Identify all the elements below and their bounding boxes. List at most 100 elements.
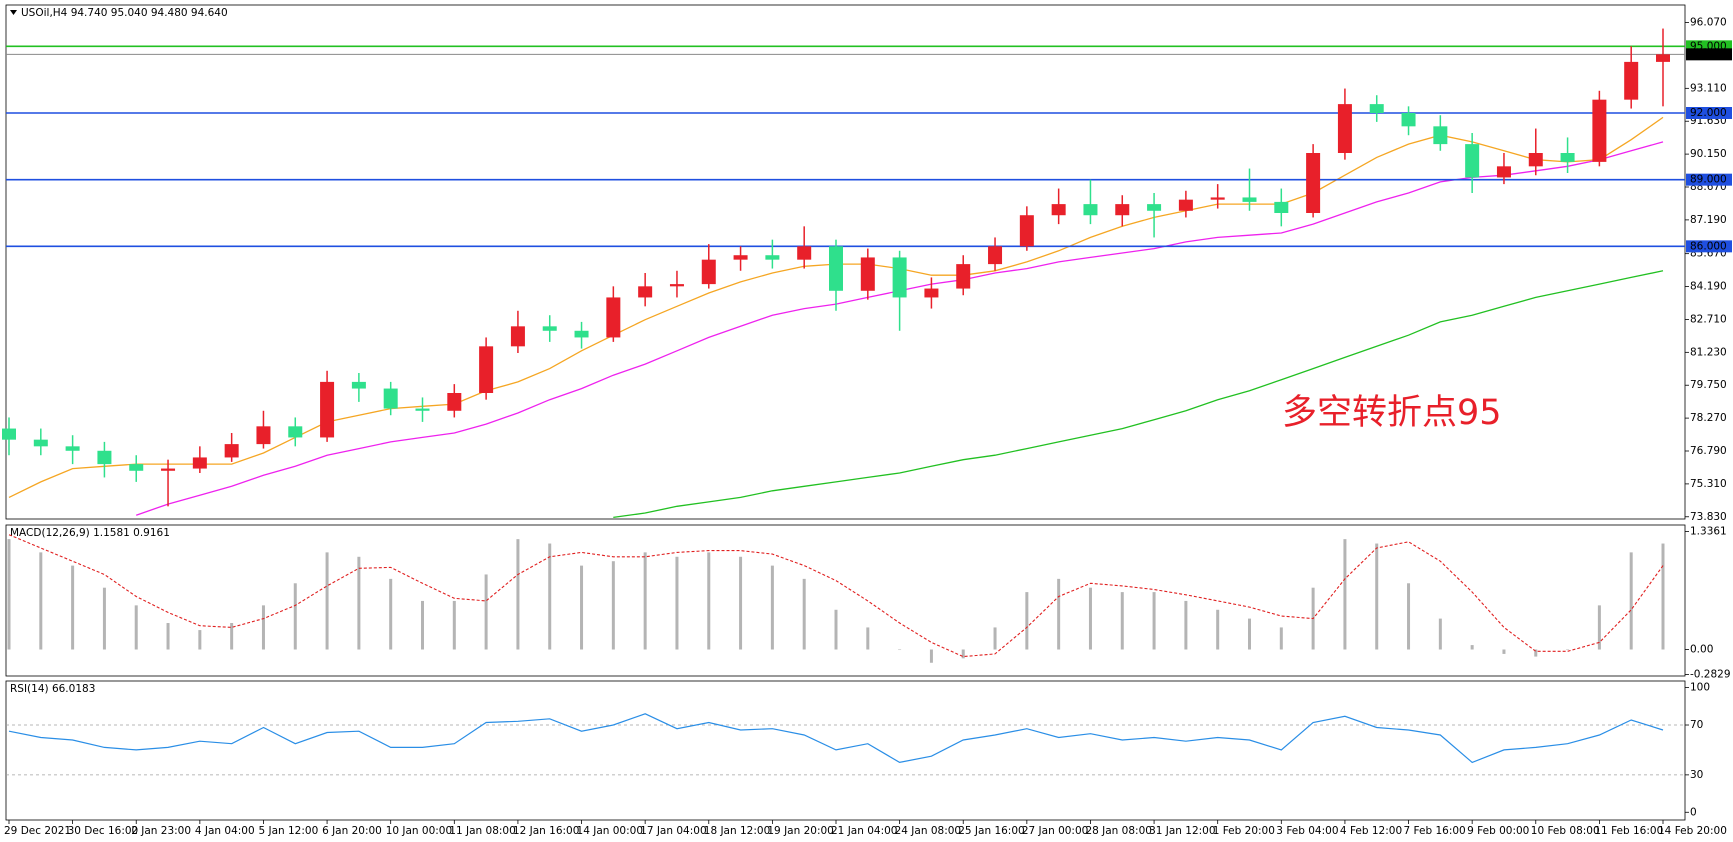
macd-bar [1057, 578, 1061, 650]
macd-bar [548, 543, 552, 650]
macd-bar [1629, 552, 1633, 650]
macd-bar [1407, 583, 1411, 650]
macd-bar [961, 649, 965, 659]
candle-body [1242, 197, 1257, 202]
macd-bar [134, 605, 138, 650]
y-tick-label: 1.3361 [1690, 526, 1727, 538]
candle-body [956, 264, 971, 289]
y-tick-label: 90.150 [1690, 148, 1727, 160]
candle-body [1115, 204, 1130, 216]
y-tick-label: 81.230 [1690, 346, 1727, 358]
y-tick-label: 79.750 [1690, 379, 1727, 391]
candle-body [638, 286, 653, 298]
candle-body [542, 326, 557, 331]
macd-bar [71, 565, 75, 650]
macd-panel [5, 524, 1686, 677]
macd-bar [739, 556, 743, 650]
y-tick-label: 0 [1690, 806, 1697, 818]
candle-body [320, 381, 335, 438]
y-tick-label: 96.070 [1690, 17, 1727, 29]
macd-bar [421, 600, 424, 650]
candle-body [765, 255, 780, 260]
rsi-panel [5, 680, 1686, 821]
level-label: 89.000 [1690, 174, 1727, 186]
candle-body [447, 393, 462, 411]
candle-body [1624, 61, 1639, 100]
y-tick-label: 70 [1690, 719, 1703, 731]
candle-body [479, 346, 494, 393]
macd-bar [675, 556, 679, 650]
y-tick-label: -0.2829 [1690, 668, 1731, 680]
macd-bar [230, 623, 234, 650]
price-panel [5, 4, 1686, 520]
candle-body [1433, 126, 1448, 145]
macd-title: MACD(12,26,9) 1.1581 0.9161 [10, 527, 170, 539]
macd-bar [1502, 649, 1506, 654]
candle-body [288, 426, 303, 438]
candle-body [1210, 197, 1225, 200]
macd-bar [1025, 592, 1029, 650]
candle-body [161, 468, 176, 471]
macd-bar [357, 556, 361, 650]
y-tick-label: 100 [1690, 682, 1710, 694]
x-tick-label: 3 Feb 04:00 [1276, 825, 1338, 837]
macd-bar [1597, 605, 1601, 650]
candle-body [733, 255, 748, 260]
candle-body [860, 257, 875, 291]
x-tick-label: 28 Jan 08:00 [1085, 825, 1151, 837]
x-tick-label: 18 Jan 12:00 [704, 825, 770, 837]
candle-body [1656, 54, 1670, 62]
candle-body [224, 444, 239, 458]
rsi-title: RSI(14) 66.0183 [10, 683, 95, 695]
candle-body [797, 246, 812, 260]
macd-bar [834, 609, 838, 650]
level-label-box [1686, 173, 1732, 186]
macd-bar [1279, 627, 1283, 650]
candle-body [1337, 104, 1352, 153]
x-tick-label: 19 Jan 20:00 [767, 825, 833, 837]
x-tick-label: 4 Feb 12:00 [1340, 825, 1402, 837]
candle-body [924, 288, 939, 298]
x-tick-label: 17 Jan 04:00 [640, 825, 706, 837]
x-tick-label: 31 Jan 12:00 [1149, 825, 1215, 837]
macd-bar [802, 578, 806, 650]
macd-bar [1184, 600, 1188, 650]
y-tick-label: 93.110 [1690, 82, 1727, 94]
candle-body [1019, 215, 1034, 247]
x-tick-label: 24 Jan 08:00 [895, 825, 961, 837]
macd-bar [7, 539, 11, 650]
candle-body [97, 450, 112, 465]
macd-bar [770, 565, 774, 650]
x-tick-label: 10 Jan 00:00 [386, 825, 452, 837]
macd-bar [707, 552, 711, 650]
macd-bar [1566, 649, 1570, 651]
x-tick-label: 2 Jan 23:00 [131, 825, 191, 837]
candle-body [1465, 144, 1480, 178]
candle-body [2, 428, 16, 440]
candle-body [192, 457, 207, 469]
macd-bar [993, 627, 997, 650]
candle-body [1369, 104, 1384, 113]
y-tick-label: 75.310 [1690, 478, 1727, 490]
x-tick-label: 29 Dec 2021 [4, 825, 71, 837]
macd-bar [198, 630, 202, 650]
x-tick-label: 7 Feb 16:00 [1404, 825, 1466, 837]
candle-body [65, 446, 80, 451]
candle-body [1496, 166, 1511, 178]
y-tick-label: 0.00 [1690, 644, 1713, 656]
candle-body [1147, 204, 1162, 211]
current-price-box [1686, 48, 1732, 61]
y-tick-label: 78.270 [1690, 412, 1727, 424]
macd-signal [8, 534, 1664, 658]
y-tick-label: 82.710 [1690, 313, 1727, 325]
moving-average [613, 270, 1664, 519]
candle-body [1560, 153, 1575, 162]
macd-bar [1152, 592, 1156, 650]
x-tick-label: 9 Feb 00:00 [1467, 825, 1529, 837]
macd-bar [643, 552, 647, 650]
x-tick-label: 30 Dec 16:00 [68, 825, 139, 837]
candle-body [574, 330, 589, 338]
x-tick-label: 11 Feb 16:00 [1594, 825, 1663, 837]
x-tick-label: 14 Feb 20:00 [1658, 825, 1727, 837]
